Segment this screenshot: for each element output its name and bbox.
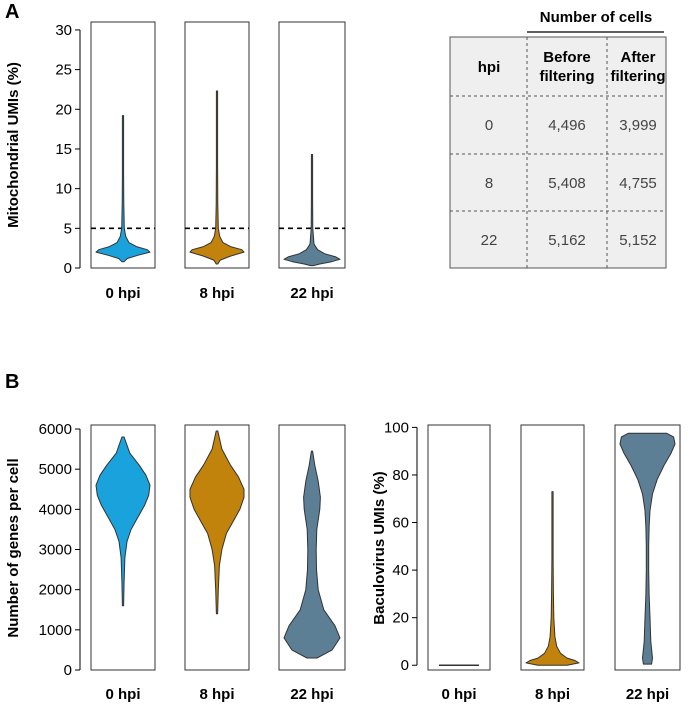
table-cell-before: 5,408: [548, 175, 586, 192]
violin-0-hpi: [95, 436, 151, 607]
x-group-label: 8 hpi: [535, 686, 570, 703]
y-tick-label: 5000: [39, 461, 72, 478]
y-tick-label: 0: [64, 260, 72, 277]
table-group-header: Number of cells: [540, 9, 653, 26]
x-group-label: 0 hpi: [105, 285, 140, 302]
y-axis-title: Mitochondrial UMIs (%): [5, 62, 22, 228]
baculovirus-violin-plot: 0 20 40 60 80 100 Baculovirus UMIs (%) 0 hpi 8 h…: [371, 419, 681, 703]
y-tick-label: 2000: [39, 582, 72, 599]
violin-22-hpi: [619, 432, 676, 665]
table-cell-hpi: 0: [485, 117, 493, 134]
x-group-label: 8 hpi: [199, 285, 234, 302]
table-col-before-2: filtering: [540, 68, 595, 85]
y-tick-label: 4000: [39, 501, 72, 518]
violin-22-hpi: [283, 450, 341, 659]
y-tick-label: 3000: [39, 542, 72, 559]
panel-a-label: A: [5, 1, 19, 23]
table-cell-before: 4,496: [548, 117, 586, 134]
y-tick-label: 0: [401, 657, 409, 674]
y-tick-label: 60: [392, 515, 409, 532]
genes-violin-plot: 0 1000 2000 3000 4000 5000 6000 Number of genes…: [5, 421, 346, 703]
y-tick-label: 6000: [39, 421, 72, 438]
violin-8-hpi: [189, 430, 245, 615]
violin-0-hpi: [95, 115, 151, 263]
y-tick-label: 40: [392, 562, 409, 579]
table-cell-after: 5,152: [619, 232, 657, 249]
y-tick-label: 1000: [39, 622, 72, 639]
y-tick-label: 15: [55, 141, 72, 158]
x-group-label: 0 hpi: [441, 686, 476, 703]
y-tick-label: 80: [392, 467, 409, 484]
violin-8-hpi: [525, 491, 580, 666]
y-tick-label: 20: [392, 610, 409, 627]
mitochondrial-violin-plot: 0 5 10 15 20 25 30 Mitochondrial UMIs (%) 0 hpi 8…: [5, 21, 346, 302]
table-background: [449, 36, 667, 269]
y-tick-label: 20: [55, 101, 72, 118]
y-tick-label: 100: [384, 419, 409, 436]
table-col-after-1: After: [620, 49, 655, 66]
table-cell-after: 3,999: [619, 117, 657, 134]
y-tick-label: 5: [64, 220, 72, 237]
table-cell-hpi: 8: [485, 175, 493, 192]
violin-22-hpi: [283, 154, 341, 267]
y-axis-title: Baculovirus UMIs (%): [371, 471, 388, 624]
x-group-label: 22 hpi: [290, 686, 333, 703]
x-group-label: 8 hpi: [199, 686, 234, 703]
cell-count-table: Number of cells hpi Before filtering Aft…: [449, 9, 667, 269]
y-tick-label: 0: [64, 662, 72, 679]
x-group-label: 22 hpi: [626, 686, 669, 703]
x-group-label: 22 hpi: [290, 285, 333, 302]
y-tick-label: 10: [55, 181, 72, 198]
y-tick-label: 25: [55, 62, 72, 79]
table-col-before-1: Before: [543, 49, 591, 66]
panel-b-label: B: [5, 371, 19, 393]
x-group-label: 0 hpi: [105, 686, 140, 703]
y-tick-label: 30: [55, 22, 72, 39]
y-axis-title: Number of genes per cell: [5, 458, 22, 637]
table-cell-after: 4,755: [619, 175, 657, 192]
table-col-hpi: hpi: [478, 59, 501, 76]
table-col-after-2: filtering: [611, 68, 666, 85]
panel-frame-0-hpi: [427, 424, 491, 671]
violin-8-hpi: [189, 90, 245, 265]
table-cell-before: 5,162: [548, 232, 586, 249]
table-cell-hpi: 22: [481, 232, 498, 249]
